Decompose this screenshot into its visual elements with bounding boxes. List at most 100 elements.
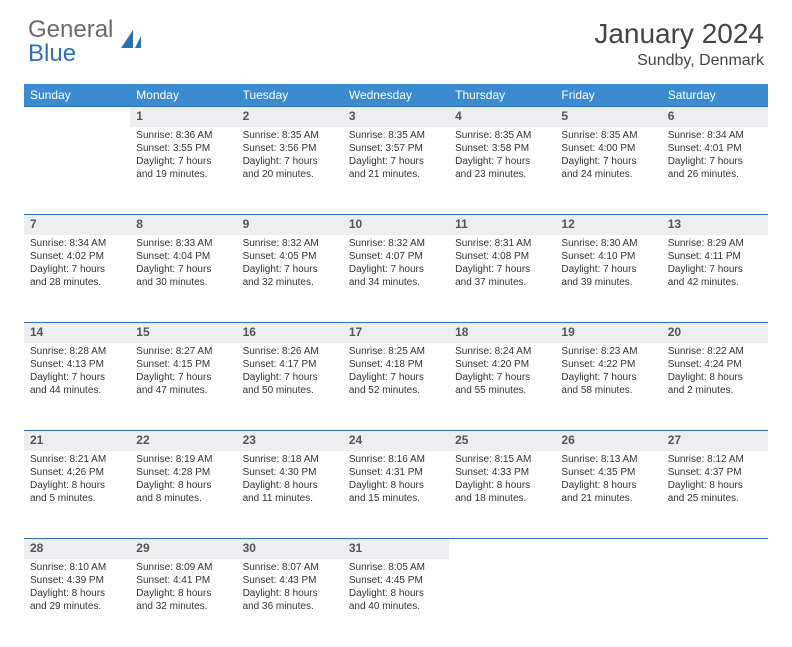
day-cell: Sunrise: 8:34 AMSunset: 4:02 PMDaylight:… [24,235,130,323]
day-number: 26 [555,431,661,451]
day-line: Sunrise: 8:15 AM [455,453,549,466]
day-line: Daylight: 8 hours and 5 minutes. [30,479,124,505]
day-number: 15 [130,323,236,343]
day-line: Daylight: 7 hours and 32 minutes. [243,263,337,289]
day-line: Daylight: 8 hours and 15 minutes. [349,479,443,505]
logo-text: General Blue [28,18,113,66]
calendar-table: Sunday Monday Tuesday Wednesday Thursday… [24,84,768,647]
day-line: Daylight: 7 hours and 55 minutes. [455,371,549,397]
day-line: Daylight: 7 hours and 58 minutes. [561,371,655,397]
day-line: Sunset: 4:22 PM [561,358,655,371]
day-line: Sunrise: 8:21 AM [30,453,124,466]
day-cell: Sunrise: 8:32 AMSunset: 4:05 PMDaylight:… [237,235,343,323]
location-label: Sundby, Denmark [594,52,764,70]
logo-text-general: General [28,16,113,43]
day-cell: Sunrise: 8:35 AMSunset: 3:57 PMDaylight:… [343,127,449,215]
day-cell: Sunrise: 8:25 AMSunset: 4:18 PMDaylight:… [343,343,449,431]
day-line: Sunset: 4:35 PM [561,466,655,479]
day-line: Sunset: 4:13 PM [30,358,124,371]
day-cell: Sunrise: 8:16 AMSunset: 4:31 PMDaylight:… [343,451,449,539]
day-line: Sunset: 4:02 PM [30,250,124,263]
day-cell: Sunrise: 8:32 AMSunset: 4:07 PMDaylight:… [343,235,449,323]
week-numbers-row: 78910111213 [24,215,768,235]
day-line: Sunrise: 8:32 AM [243,237,337,250]
day-cell: Sunrise: 8:34 AMSunset: 4:01 PMDaylight:… [662,127,768,215]
day-cell: Sunrise: 8:07 AMSunset: 4:43 PMDaylight:… [237,559,343,647]
day-cell: Sunrise: 8:12 AMSunset: 4:37 PMDaylight:… [662,451,768,539]
day-line: Sunset: 3:57 PM [349,142,443,155]
week-content-row: Sunrise: 8:36 AMSunset: 3:55 PMDaylight:… [24,127,768,215]
day-number: 29 [130,539,236,559]
day-number: 7 [24,215,130,235]
day-number: 1 [130,107,236,127]
day-line: Sunset: 4:18 PM [349,358,443,371]
day-line: Daylight: 8 hours and 32 minutes. [136,587,230,613]
day-number: 23 [237,431,343,451]
day-number: 21 [24,431,130,451]
day-line: Sunrise: 8:27 AM [136,345,230,358]
day-cell: Sunrise: 8:35 AMSunset: 3:56 PMDaylight:… [237,127,343,215]
day-line: Sunset: 4:11 PM [668,250,762,263]
day-line: Sunrise: 8:18 AM [243,453,337,466]
day-number: 4 [449,107,555,127]
day-line: Daylight: 7 hours and 24 minutes. [561,155,655,181]
day-line: Sunset: 4:04 PM [136,250,230,263]
day-number: 20 [662,323,768,343]
logo-text-blue: Blue [28,40,76,67]
week-numbers-row: 123456 [24,107,768,127]
day-cell: Sunrise: 8:36 AMSunset: 3:55 PMDaylight:… [130,127,236,215]
day-number: 3 [343,107,449,127]
day-line: Sunrise: 8:07 AM [243,561,337,574]
day-line: Sunrise: 8:25 AM [349,345,443,358]
day-line: Sunset: 3:56 PM [243,142,337,155]
day-line: Daylight: 7 hours and 34 minutes. [349,263,443,289]
day-cell: Sunrise: 8:19 AMSunset: 4:28 PMDaylight:… [130,451,236,539]
day-cell [449,559,555,647]
day-line: Sunrise: 8:35 AM [349,129,443,142]
day-header: Saturday [662,84,768,107]
day-line: Sunset: 4:01 PM [668,142,762,155]
day-line: Sunrise: 8:28 AM [30,345,124,358]
day-header: Monday [130,84,236,107]
week-numbers-row: 28293031 [24,539,768,559]
day-cell: Sunrise: 8:28 AMSunset: 4:13 PMDaylight:… [24,343,130,431]
day-cell: Sunrise: 8:10 AMSunset: 4:39 PMDaylight:… [24,559,130,647]
day-line: Sunset: 4:43 PM [243,574,337,587]
day-line: Sunset: 4:07 PM [349,250,443,263]
day-line: Daylight: 7 hours and 28 minutes. [30,263,124,289]
day-line: Daylight: 8 hours and 25 minutes. [668,479,762,505]
day-line: Sunrise: 8:30 AM [561,237,655,250]
day-line: Sunset: 4:26 PM [30,466,124,479]
day-cell: Sunrise: 8:27 AMSunset: 4:15 PMDaylight:… [130,343,236,431]
day-cell: Sunrise: 8:23 AMSunset: 4:22 PMDaylight:… [555,343,661,431]
day-cell: Sunrise: 8:35 AMSunset: 3:58 PMDaylight:… [449,127,555,215]
day-line: Sunrise: 8:10 AM [30,561,124,574]
day-number [555,539,661,559]
day-line: Daylight: 7 hours and 19 minutes. [136,155,230,181]
day-header: Wednesday [343,84,449,107]
day-cell: Sunrise: 8:09 AMSunset: 4:41 PMDaylight:… [130,559,236,647]
day-line: Daylight: 7 hours and 20 minutes. [243,155,337,181]
day-line: Daylight: 8 hours and 36 minutes. [243,587,337,613]
day-line: Daylight: 7 hours and 30 minutes. [136,263,230,289]
week-content-row: Sunrise: 8:21 AMSunset: 4:26 PMDaylight:… [24,451,768,539]
day-line: Sunset: 4:17 PM [243,358,337,371]
day-line: Sunrise: 8:33 AM [136,237,230,250]
day-number: 5 [555,107,661,127]
day-number: 27 [662,431,768,451]
day-number [449,539,555,559]
day-line: Sunrise: 8:16 AM [349,453,443,466]
day-number: 28 [24,539,130,559]
day-cell: Sunrise: 8:26 AMSunset: 4:17 PMDaylight:… [237,343,343,431]
day-line: Sunset: 4:00 PM [561,142,655,155]
day-line: Sunset: 4:31 PM [349,466,443,479]
day-number: 10 [343,215,449,235]
day-line: Sunset: 3:55 PM [136,142,230,155]
day-number: 12 [555,215,661,235]
day-line: Sunset: 4:15 PM [136,358,230,371]
day-line: Sunrise: 8:32 AM [349,237,443,250]
week-numbers-row: 14151617181920 [24,323,768,343]
week-content-row: Sunrise: 8:10 AMSunset: 4:39 PMDaylight:… [24,559,768,647]
day-line: Daylight: 8 hours and 21 minutes. [561,479,655,505]
day-line: Sunset: 4:10 PM [561,250,655,263]
